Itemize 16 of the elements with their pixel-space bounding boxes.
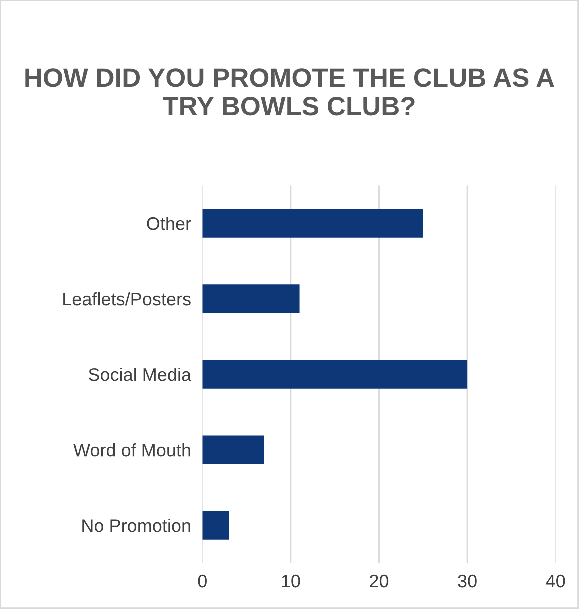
x-tick-label: 30 bbox=[458, 574, 477, 588]
y-tick-label: Leaflets/Posters bbox=[64, 292, 191, 306]
bar bbox=[202, 284, 300, 314]
y-tick-label: Other bbox=[147, 216, 192, 230]
x-tick-label: 20 bbox=[370, 574, 389, 588]
bar bbox=[202, 209, 424, 238]
bar bbox=[202, 511, 230, 540]
x-tick-label: 0 bbox=[198, 574, 207, 588]
bar bbox=[202, 360, 468, 389]
chart-title: HOW DID YOU PROMOTE THE CLUB AS A TRY BOWLS CLUB? bbox=[26, 68, 554, 116]
y-tick-label: No Promotion bbox=[82, 519, 190, 532]
x-tick-label: 40 bbox=[546, 574, 566, 588]
bar bbox=[202, 436, 264, 464]
y-tick-label: Word of Mouth bbox=[74, 444, 190, 457]
x-tick-label: 10 bbox=[282, 574, 300, 588]
y-tick-label: Social Media bbox=[88, 368, 192, 382]
